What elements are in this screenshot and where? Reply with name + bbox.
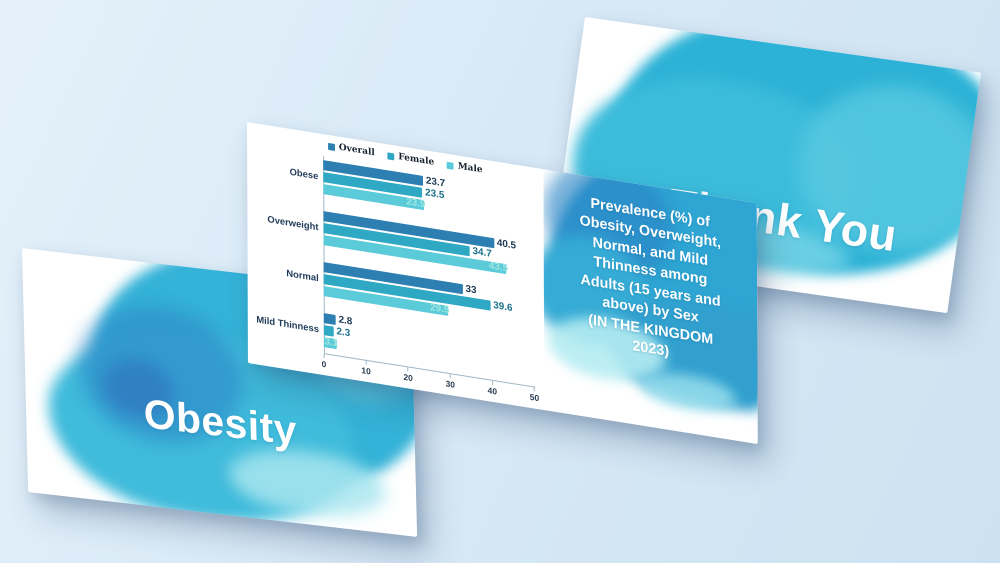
category-label: Mild Thinness (256, 313, 319, 335)
value-label: 23.9 (406, 196, 426, 211)
value-label: 40.5 (496, 237, 517, 252)
bar-female (323, 325, 334, 337)
category-label: Overweight (267, 213, 319, 233)
value-label: 2.3 (336, 326, 351, 340)
category-label: Obese (289, 166, 319, 182)
x-tick: 30 (446, 373, 455, 389)
value-label: 34.7 (472, 245, 492, 260)
legend-label: Female (398, 152, 435, 168)
legend-item-overall: Overall (328, 141, 375, 158)
value-label: 43.5 (488, 260, 509, 275)
value-label: 3.1 (324, 336, 339, 350)
legend-swatch (328, 142, 335, 151)
value-label: 33 (465, 283, 477, 297)
bar-overall (323, 313, 336, 325)
legend-label: Male (457, 161, 483, 176)
x-tick: 40 (488, 380, 497, 396)
legend-swatch (446, 161, 454, 170)
legend-item-female: Female (387, 150, 435, 168)
x-tick-label: 0 (321, 358, 327, 370)
x-tick: 20 (403, 367, 412, 383)
x-tick-label: 10 (361, 365, 371, 377)
bar-chart: Overall Female Male Obese 23.7 23.5 23.9 Overw… (247, 122, 544, 410)
x-tick-label: 20 (403, 371, 413, 384)
x-tick-label: 50 (529, 391, 540, 404)
chart-title-panel: Prevalence (%) of Obesity, Overweight, N… (543, 169, 758, 444)
legend-label: Overall (338, 142, 375, 159)
value-label: 29.5 (430, 302, 450, 317)
x-tick: 50 (530, 387, 539, 403)
x-tick-label: 40 (487, 385, 498, 397)
legend-item-male: Male (446, 160, 483, 176)
value-label: 23.5 (425, 187, 445, 202)
legend-swatch (387, 151, 395, 160)
x-tick: 10 (361, 360, 370, 376)
chart-plot-area: Obese 23.7 23.5 23.9 Overweight 40.5 34.7 43.5 N… (255, 147, 534, 382)
value-label: 39.6 (493, 300, 513, 315)
category-label: Normal (286, 267, 319, 284)
x-tick: 0 (322, 354, 327, 370)
chart-title: Prevalence (%) of Obesity, Overweight, N… (579, 195, 722, 360)
x-tick-label: 30 (445, 378, 455, 390)
